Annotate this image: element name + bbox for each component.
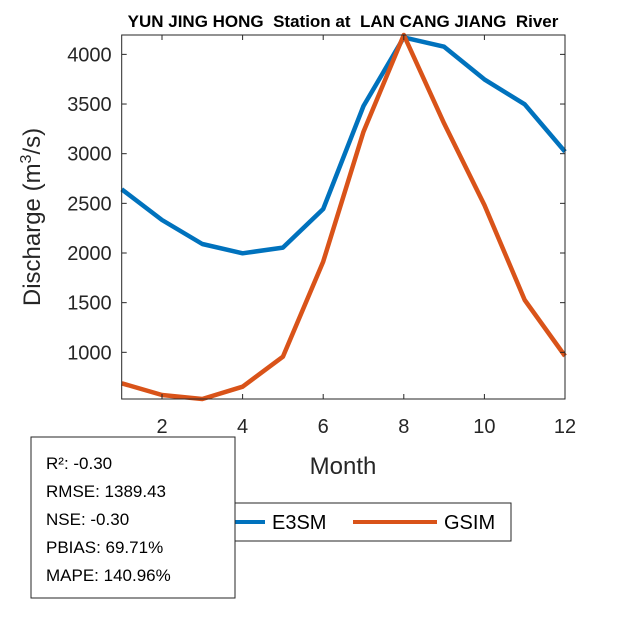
y-tick-label: 1500 [67,293,112,315]
y-tick-label: 2500 [67,193,112,215]
series-line-gsim [121,32,567,402]
plot-frame [121,34,566,400]
x-axis-label: Month [310,453,377,480]
x-tick-label: 2 [156,416,167,438]
x-tick-label: 10 [473,416,495,438]
series-line-e3sm [120,35,567,256]
y-tick-label: 2000 [67,243,112,265]
y-tick-label: 4000 [67,44,112,66]
legend-label-e3sm: E3SM [272,512,326,534]
legend-label-gsim: GSIM [444,512,495,534]
y-tick-label: 3500 [67,94,112,116]
y-tick-label: 1000 [67,342,112,364]
plot-area: 2 4 6 8 10 12 1000 1500 2000 2500 3000 3500 4000 [67,32,576,438]
y-tick-label: 3000 [67,144,112,166]
y-label-main: Discharge (m [19,163,46,306]
stat-pbias: PBIAS: 69.71% [46,538,163,557]
x-tick-label: 6 [318,416,329,438]
stats-box: R²: -0.30 RMSE: 1389.43 NSE: -0.30 PBIAS… [30,436,236,599]
stat-r2: R²: -0.30 [46,454,112,473]
x-tick-label: 12 [554,416,576,438]
stat-mape: MAPE: 140.96% [46,566,171,585]
y-axis-label: Discharge (m3/s) [18,128,46,306]
y-label-end: /s) [19,128,46,155]
y-label-sup: 3 [18,154,35,163]
stat-rmse: RMSE: 1389.43 [46,482,166,501]
stat-nse: NSE: -0.30 [46,510,129,529]
x-tick-label: 8 [398,416,409,438]
chart-title: YUN JING HONG Station at LAN CANG JIANG … [128,12,559,31]
x-tick-label: 4 [237,416,248,438]
